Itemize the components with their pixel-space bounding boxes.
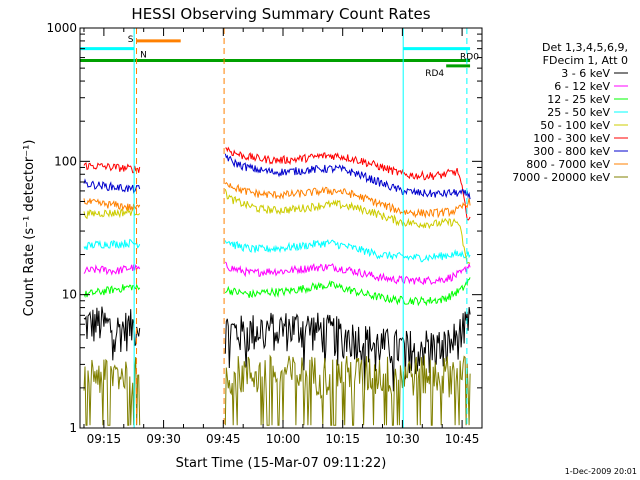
legend-label-7: 800 - 7000 keV	[526, 158, 610, 171]
series-3	[83, 238, 471, 263]
series-7-segment-0	[83, 198, 141, 212]
status-bar-label-4: RD4	[425, 69, 444, 79]
series-2-segment-1	[224, 277, 471, 307]
legend-header-1: FDecim 1, Att 0	[543, 54, 628, 67]
legend-label-1: 6 - 12 keV	[554, 80, 610, 93]
legend-label-4: 50 - 100 keV	[540, 119, 610, 132]
status-bar-label-3: RD0	[460, 53, 479, 63]
y-tick-label-3: 1000	[46, 21, 77, 35]
y-axis-label: Count Rate (s⁻¹ detector⁻¹)	[22, 140, 37, 317]
status-bars: SN RD0 RD4	[80, 35, 479, 79]
y-tick-label-0: 1	[69, 421, 77, 435]
series-1-segment-0	[83, 264, 141, 276]
chart-title: HESSI Observing Summary Count Rates	[131, 5, 430, 23]
legend-label-8: 7000 - 20000 keV	[512, 171, 610, 184]
series-7	[83, 181, 471, 219]
status-bar-label-0: S	[128, 35, 134, 45]
series-6	[83, 153, 471, 200]
series-3-segment-1	[224, 238, 471, 263]
axis-ticks: 09:15 09:30 09:45 10:00 10:15 10:30 10:45 1 10 10…	[46, 21, 482, 446]
footer-timestamp: 1-Dec-2009 20:01	[565, 467, 637, 476]
legend-label-6: 300 - 800 keV	[533, 145, 610, 158]
legend-label-2: 12 - 25 keV	[547, 93, 610, 106]
series-4-segment-0	[83, 206, 141, 220]
series-5-segment-1	[225, 146, 471, 221]
x-tick-label-3: 10:00	[266, 432, 301, 446]
series-8-segment-0	[83, 356, 141, 426]
x-tick-label-0: 09:15	[87, 432, 122, 446]
series-8	[83, 354, 471, 426]
legend-label-0: 3 - 6 keV	[561, 67, 610, 80]
series-8-segment-1	[224, 354, 471, 426]
series-5	[83, 146, 471, 221]
series-1-segment-1	[224, 261, 471, 286]
series-3-segment-0	[83, 238, 141, 251]
series-6-segment-0	[83, 178, 141, 194]
series-1	[83, 261, 471, 286]
y-tick-label-1: 10	[62, 288, 77, 302]
x-tick-label-5: 10:30	[385, 432, 420, 446]
plot-frame	[79, 27, 483, 429]
legend-label-5: 100 - 300 keV	[533, 132, 610, 145]
series-2-segment-0	[83, 283, 141, 298]
x-tick-label-6: 10:45	[445, 432, 480, 446]
series-5-segment-0	[83, 162, 141, 174]
y-tick-label-2: 100	[54, 154, 77, 168]
x-tick-label-1: 09:30	[146, 432, 181, 446]
legend: Det 1,3,4,5,6,9,FDecim 1, Att 03 - 6 keV…	[512, 41, 628, 184]
series-4	[83, 189, 471, 265]
x-axis-label: Start Time (15-Mar-07 09:11:22)	[176, 456, 387, 471]
series-2	[83, 277, 471, 307]
status-bar-label-1: N	[140, 51, 147, 61]
legend-label-3: 25 - 50 keV	[547, 106, 610, 119]
x-tick-label-4: 10:15	[325, 432, 360, 446]
legend-header-0: Det 1,3,4,5,6,9,	[542, 41, 628, 54]
series-7-segment-1	[224, 181, 471, 219]
plot-area	[83, 146, 471, 426]
series-0-segment-0	[83, 306, 141, 361]
x-tick-label-2: 09:45	[206, 432, 241, 446]
series-6-segment-1	[224, 153, 471, 200]
series-4-segment-1	[224, 189, 471, 265]
